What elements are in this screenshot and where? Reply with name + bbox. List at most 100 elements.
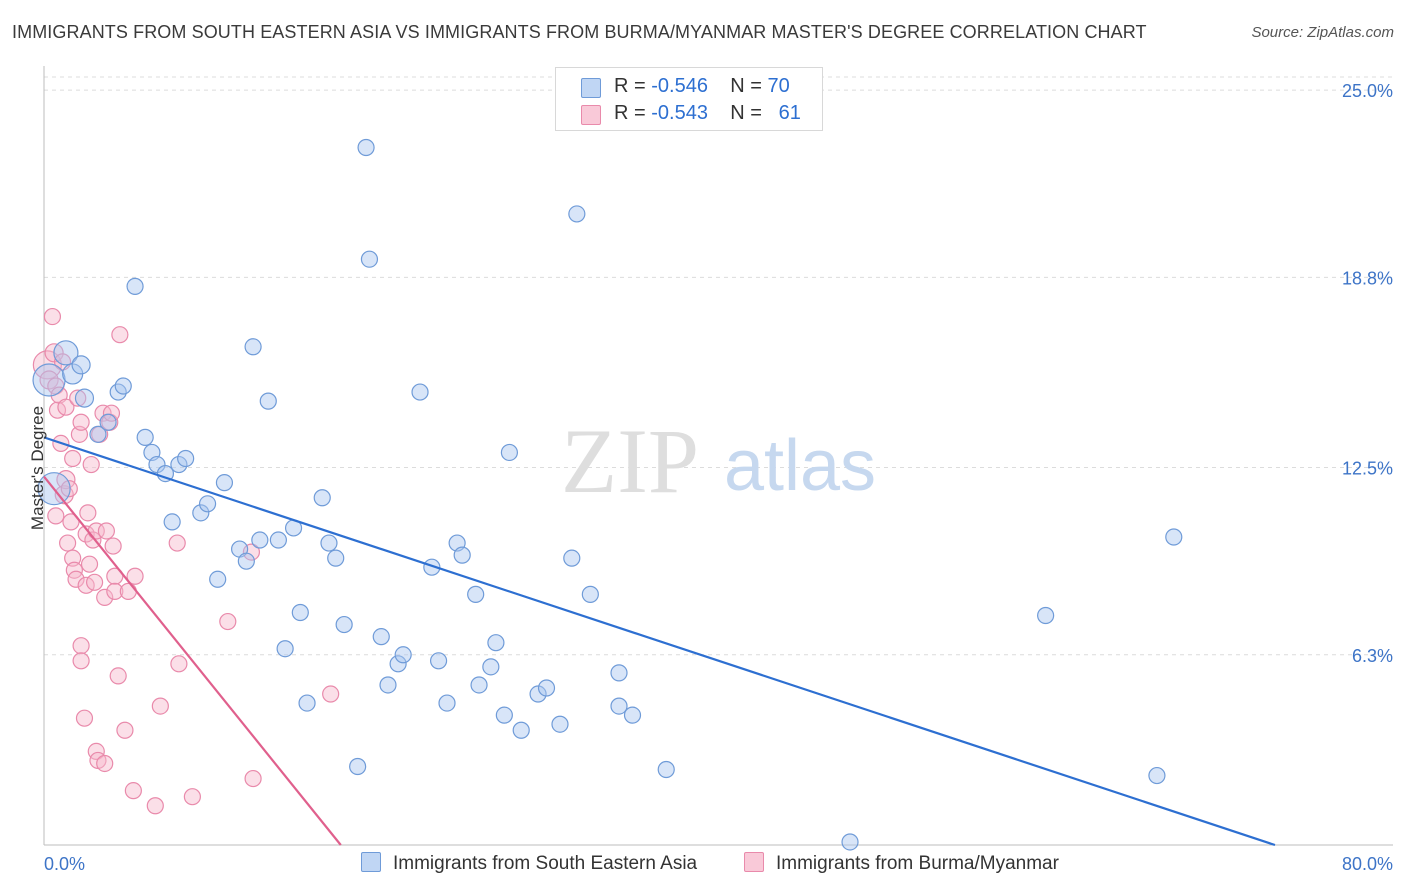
burma-point — [72, 652, 90, 670]
sea-point — [71, 355, 91, 375]
sea-point — [423, 558, 441, 576]
sea-point — [1037, 606, 1055, 625]
burma-point — [32, 350, 62, 380]
sea-point — [372, 628, 390, 646]
legend-swatch-blue — [581, 78, 601, 98]
sea-point — [551, 715, 569, 733]
burma-point — [146, 797, 164, 815]
bottom-swatch-blue — [361, 852, 381, 872]
burma-point — [80, 555, 99, 573]
sea-point — [136, 428, 154, 446]
sea-point — [357, 138, 375, 157]
sea-point — [320, 534, 338, 552]
sea-point — [291, 603, 309, 622]
sea-point — [394, 646, 412, 664]
sea-point — [156, 464, 175, 483]
sea-point — [244, 338, 262, 356]
burma-point — [67, 570, 85, 588]
sea-point — [53, 340, 79, 366]
sea-trend-line — [43, 436, 1276, 847]
sea-point — [581, 585, 599, 603]
sea-point — [209, 570, 227, 588]
sea-point — [89, 425, 107, 443]
sea-point — [657, 760, 675, 779]
sea-point — [335, 615, 353, 634]
burma-point — [119, 582, 137, 600]
sea-point — [470, 676, 488, 694]
y-axis-label: Master's Degree — [28, 405, 47, 531]
burma-point — [79, 504, 97, 522]
trend-lines — [43, 436, 1276, 847]
sea-point — [467, 585, 485, 603]
sea-point — [500, 443, 519, 462]
sea-point — [623, 706, 642, 724]
sea-point — [237, 552, 255, 570]
burma-point — [322, 685, 340, 703]
burma-point — [62, 513, 80, 531]
sea-point — [568, 205, 586, 223]
burma-point — [183, 788, 201, 806]
burma-point — [244, 769, 262, 788]
sea-point — [259, 392, 277, 410]
burma-point — [59, 534, 77, 552]
tick-labels: 6.3% 12.5% 18.8% 25.0% 0.0% 80.0% — [44, 81, 1393, 874]
watermark-atlas: atlas — [724, 426, 876, 506]
series-burma-points — [32, 307, 340, 815]
burma-point — [39, 370, 59, 390]
sea-point — [453, 546, 471, 564]
burma-point — [124, 782, 142, 800]
sea-point — [495, 706, 513, 724]
sea-point — [298, 694, 316, 712]
burma-point — [106, 567, 124, 585]
sea-point — [313, 489, 331, 507]
sea-point — [841, 833, 859, 851]
legend-text-sea: R = -0.546 N = 70 — [614, 75, 790, 97]
sea-point — [269, 531, 287, 549]
legend-row-burma: R = -0.543 N = 61 — [556, 101, 822, 127]
legend-row-sea: R = -0.546 N = 70 — [556, 74, 822, 100]
burma-point — [96, 588, 114, 606]
sea-point — [610, 697, 628, 715]
burma-point — [60, 480, 78, 498]
sea-point — [512, 721, 530, 739]
sea-point — [360, 250, 379, 268]
sea-point — [163, 513, 181, 531]
chart-title: IMMIGRANTS FROM SOUTH EASTERN ASIA VS IM… — [12, 22, 1147, 42]
burma-point — [126, 567, 144, 585]
burma-point — [168, 534, 186, 552]
burma-point — [69, 389, 87, 407]
bottom-legend-sea-label: Immigrants from South Eastern Asia — [393, 853, 698, 874]
burma-point — [72, 637, 90, 655]
burma-point — [151, 697, 169, 715]
sea-point — [114, 377, 132, 395]
burma-point — [106, 582, 124, 600]
sea-point — [438, 694, 456, 712]
sea-point — [99, 413, 117, 431]
burma-point — [96, 754, 114, 773]
bottom-swatch-pink — [744, 852, 764, 872]
axes — [43, 66, 1393, 846]
sea-point — [429, 652, 448, 670]
y-tick-label: 12.5% — [1342, 459, 1393, 479]
y-tick-label: 18.8% — [1342, 268, 1393, 288]
burma-point — [64, 449, 82, 468]
bottom-legend-burma: Immigrants from Burma/Myanmar — [744, 852, 1059, 875]
correlation-legend: R = -0.546 N = 70 R = -0.543 N = 61 — [555, 67, 823, 131]
sea-point — [487, 634, 505, 652]
burma-trend-line — [43, 475, 342, 846]
sea-point — [610, 664, 628, 682]
sea-point — [1165, 528, 1183, 546]
sea-point — [170, 455, 188, 474]
burma-point — [104, 537, 122, 555]
x-tick-label-max: 80.0% — [1342, 854, 1393, 874]
sea-point — [276, 640, 294, 658]
burma-point — [47, 507, 65, 525]
sea-point — [349, 757, 367, 776]
sea-point — [198, 495, 217, 513]
y-tick-label: 6.3% — [1352, 646, 1393, 666]
burma-point — [109, 667, 127, 685]
burma-point — [97, 522, 115, 540]
sea-point — [327, 549, 345, 567]
sea-point — [1148, 766, 1166, 785]
